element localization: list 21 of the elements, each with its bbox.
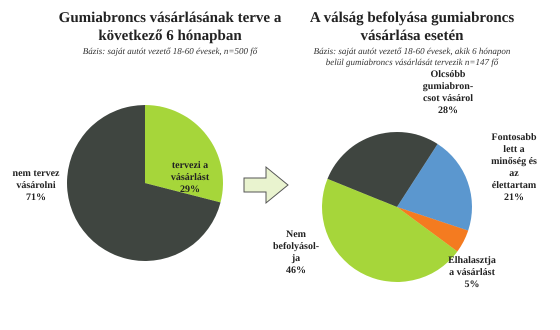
- slice-label: Nem befolyásol- ja: [272, 229, 320, 264]
- data-label: 28%: [438, 105, 458, 116]
- data-label: 21%: [504, 192, 524, 203]
- data-label: 46%: [286, 265, 306, 276]
- data-label: 71%: [26, 192, 46, 203]
- pie-slice: [397, 144, 472, 231]
- slice-label: Elhalasztja a vásárlást: [448, 255, 496, 278]
- slice-label: tervezi a vásárlást: [170, 160, 210, 183]
- chart-subtitle: Bázis: saját autót vezető 18-60 évesek, akik 6 hónapon belül gumiabroncs vásárlását tervezik n=147 fő: [314, 46, 511, 67]
- pie-slice: [67, 105, 221, 261]
- data-label: 5%: [464, 279, 480, 290]
- chart-title: A válság befolyása gumiabroncs vásárlása esetén: [310, 10, 514, 44]
- pie-slice: [327, 132, 438, 207]
- pie-slice: [397, 207, 468, 252]
- slice-label: Olcsóbb gumiabron- csot vásárol: [422, 69, 474, 104]
- chart-subtitle: Bázis: saját autót vezető 18-60 évesek, n=500 fő: [82, 46, 258, 56]
- data-label: 29%: [180, 184, 200, 195]
- pie-slice: [145, 105, 223, 202]
- slice-label: nem tervez vásárolni: [12, 168, 60, 191]
- chart-title: Gumiabroncs vásárlásának terve a következő 6 hónapban: [58, 10, 282, 44]
- slice-label: Fontosabb lett a minőség és az élettartam: [491, 132, 538, 191]
